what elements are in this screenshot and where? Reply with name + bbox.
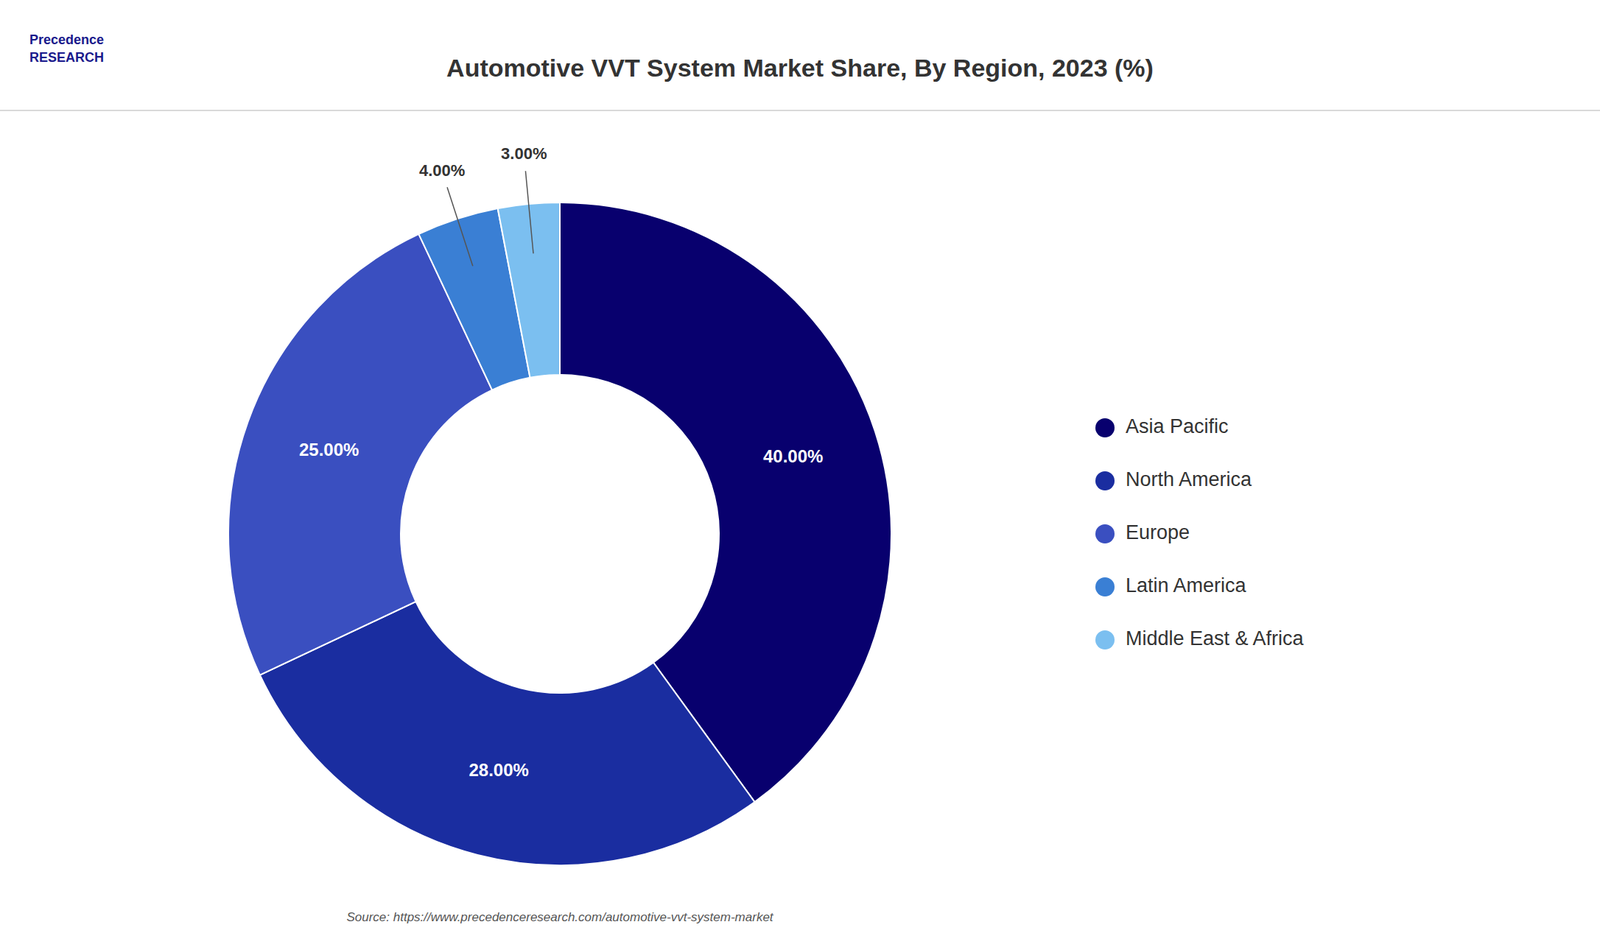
legend-swatch: [1095, 471, 1115, 491]
data-labels: 40.00% 28.00% 25.00% 4.00% 3.00%: [299, 144, 823, 781]
title: Automotive VVT System Market Share, By R…: [446, 53, 1154, 82]
data-label: 28.00%: [468, 760, 529, 781]
legend-swatch: [1095, 577, 1115, 597]
leader-line: [447, 187, 473, 266]
legend-item: Middle East & Africa: [1095, 627, 1305, 650]
separator: [0, 109, 1600, 112]
data-label: 4.00%: [419, 161, 465, 180]
legend-label: Europe: [1125, 521, 1190, 544]
legend-item: North America: [1095, 468, 1253, 491]
source-text: Source: https://www.precedenceresearch.c…: [346, 910, 774, 925]
legend-label: Middle East & Africa: [1125, 627, 1305, 650]
legend-label: Latin America: [1125, 574, 1248, 597]
legend-item: Asia Pacific: [1095, 415, 1229, 438]
slice: [497, 202, 560, 378]
slice: [260, 601, 756, 866]
leader-line: [525, 170, 534, 254]
legend-label: North America: [1125, 468, 1253, 491]
legend-item: Europe: [1095, 521, 1190, 544]
donut: [228, 202, 892, 866]
legend: Asia Pacific North America Europe Latin Ame…: [1095, 415, 1305, 650]
legend-swatch: [1095, 630, 1115, 650]
legend-label: Asia Pacific: [1125, 415, 1229, 438]
data-label: 40.00%: [763, 446, 823, 467]
data-label: 25.00%: [299, 439, 359, 460]
legend-item: Latin America: [1095, 574, 1248, 597]
chart: Automotive VVT System Market Share, By R…: [0, 0, 1600, 947]
legend-swatch: [1095, 418, 1115, 438]
logo-text: PrecedenceRESEARCH: [29, 32, 104, 65]
data-label: 3.00%: [500, 144, 547, 163]
legend-swatch: [1095, 524, 1115, 544]
